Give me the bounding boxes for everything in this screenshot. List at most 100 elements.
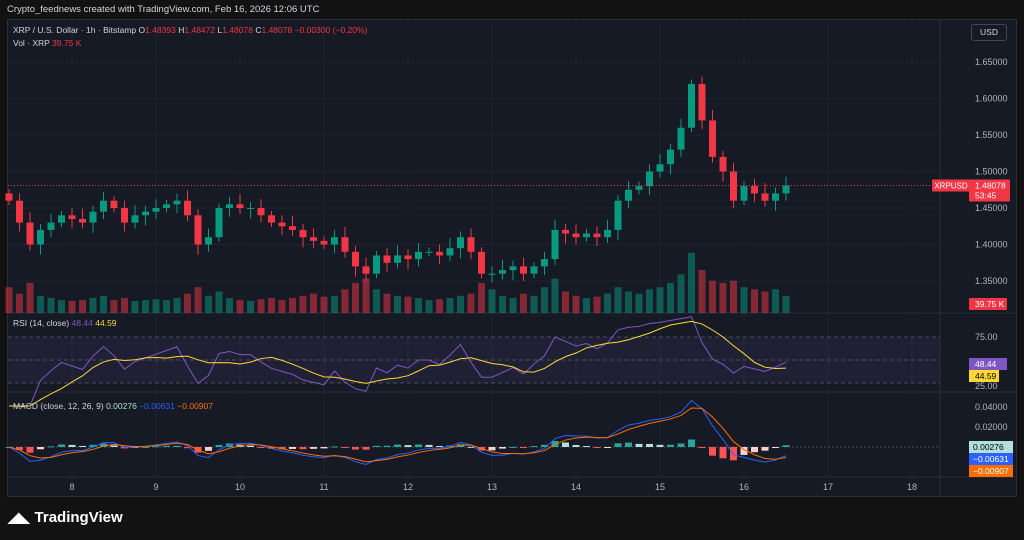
tradingview-logo[interactable]: ◢◣ TradingView bbox=[8, 509, 123, 526]
candle-body bbox=[289, 226, 296, 230]
time-tick-label: 9 bbox=[153, 482, 158, 492]
macd-value-tag-text: 0.00276 bbox=[973, 442, 1004, 452]
macd-histogram-bar bbox=[530, 446, 538, 448]
rsi-ma-tag-text: 44.59 bbox=[975, 371, 997, 381]
macd-histogram-bar bbox=[709, 447, 716, 456]
candle-body bbox=[530, 266, 538, 274]
volume-bar bbox=[152, 299, 160, 313]
candle-body bbox=[257, 208, 265, 216]
volume-bar bbox=[698, 270, 706, 313]
candle-body bbox=[205, 237, 212, 245]
volume-bar bbox=[394, 295, 401, 313]
low-value: 1.48078 bbox=[222, 25, 253, 35]
time-tick-label: 12 bbox=[403, 482, 413, 492]
volume-bar bbox=[257, 299, 265, 313]
candle-body bbox=[268, 215, 275, 223]
macd-histogram-bar bbox=[163, 445, 170, 447]
macd-histogram-bar bbox=[404, 445, 412, 447]
macd-histogram-bar bbox=[268, 447, 275, 449]
macd-histogram-bar bbox=[635, 443, 643, 447]
macd-histogram-bar bbox=[352, 447, 359, 450]
volume-bar bbox=[236, 300, 244, 313]
volume-bar bbox=[530, 295, 538, 313]
volume-bar bbox=[551, 278, 559, 313]
candle-body bbox=[299, 229, 307, 238]
candle-body bbox=[614, 200, 622, 230]
candle-body bbox=[782, 185, 790, 194]
macd-histogram-bar bbox=[614, 443, 622, 447]
volume-bar bbox=[5, 287, 13, 313]
volume-bar bbox=[16, 293, 23, 313]
candle-body bbox=[373, 255, 380, 274]
volume-bar bbox=[268, 297, 275, 313]
macd-histogram-bar bbox=[68, 444, 76, 447]
volume-bar bbox=[320, 296, 328, 313]
macd-histogram-bar bbox=[100, 443, 107, 447]
change-value: −0.00300 (−0.20%) bbox=[294, 25, 368, 35]
last-price-text: 1.48078 bbox=[975, 181, 1006, 191]
symbol-label[interactable]: XRP / U.S. Dollar · 1h · Bitstamp bbox=[13, 25, 137, 35]
volume-bar bbox=[488, 289, 496, 313]
macd-value-tag-text: −0.00907 bbox=[973, 466, 1009, 476]
volume-bar bbox=[688, 252, 695, 313]
candle-body bbox=[110, 200, 118, 208]
high-value: 1.48472 bbox=[184, 25, 216, 35]
candle-body bbox=[226, 204, 233, 208]
candle-body bbox=[677, 127, 685, 150]
symbol-tag bbox=[932, 179, 970, 192]
time-tick-label: 15 bbox=[655, 482, 665, 492]
macd-histogram-bar bbox=[520, 447, 527, 448]
close-value: 1.48078 bbox=[261, 25, 293, 35]
volume-legend: Vol · XRP 39.75 K bbox=[13, 38, 81, 48]
volume-bar bbox=[79, 300, 86, 313]
macd-histogram-bar bbox=[362, 447, 370, 450]
volume-tag bbox=[969, 298, 1007, 310]
tradingview-logo-icon: ◢◣ bbox=[8, 509, 30, 525]
macd-histogram-bar bbox=[425, 444, 433, 447]
candle-body bbox=[751, 186, 758, 194]
candle-body bbox=[247, 208, 254, 209]
macd-histogram-bar bbox=[47, 446, 55, 448]
volume-bar bbox=[436, 299, 443, 313]
candle-body bbox=[604, 229, 611, 238]
macd-legend: MACD (close, 12, 26, 9) 0.00276 −0.00631… bbox=[13, 401, 213, 411]
candle-body bbox=[68, 215, 76, 219]
rsi-ma-line bbox=[9, 320, 787, 407]
macd-histogram-bar bbox=[772, 447, 779, 448]
macd-histogram-bar bbox=[509, 446, 517, 448]
candle-body bbox=[89, 211, 97, 223]
volume-bar bbox=[142, 300, 149, 313]
price-tick-label: 1.40000 bbox=[975, 240, 1008, 250]
currency-button[interactable]: USD bbox=[971, 24, 1007, 41]
candle-body bbox=[173, 200, 181, 205]
macd-histogram-bar bbox=[215, 444, 223, 447]
macd-histogram-bar bbox=[299, 447, 307, 450]
time-tick-label: 8 bbox=[69, 482, 74, 492]
symbol-tag-text: XRPUSD bbox=[934, 182, 968, 191]
macd-histogram-bar bbox=[58, 444, 65, 447]
volume-tag-text: 39.75 K bbox=[975, 299, 1005, 309]
time-tick-label: 13 bbox=[487, 482, 497, 492]
volume-bar bbox=[26, 282, 34, 313]
volume-bar bbox=[677, 274, 685, 313]
time-tick-label: 16 bbox=[739, 482, 749, 492]
macd-histogram-bar bbox=[341, 447, 349, 448]
volume-bar bbox=[89, 297, 97, 313]
volume-bar bbox=[730, 280, 737, 313]
volume-bar bbox=[467, 293, 475, 313]
candle-body bbox=[488, 273, 496, 275]
candle-body bbox=[740, 186, 748, 201]
macd-histogram-bar bbox=[16, 447, 23, 450]
volume-bar bbox=[289, 297, 296, 313]
time-tick-label: 14 bbox=[571, 482, 581, 492]
ohlc-legend: XRP / U.S. Dollar · 1h · Bitstamp O1.483… bbox=[13, 25, 367, 35]
macd-tick-label: 0.04000 bbox=[975, 402, 1008, 412]
macd-histogram-bar bbox=[310, 447, 317, 449]
macd-histogram-bar bbox=[730, 447, 737, 461]
macd-histogram-bar bbox=[373, 445, 380, 447]
macd-histogram-bar bbox=[572, 444, 580, 447]
volume-bar bbox=[383, 293, 391, 313]
macd-histogram-bar bbox=[152, 446, 160, 448]
volume-bar bbox=[47, 297, 55, 313]
